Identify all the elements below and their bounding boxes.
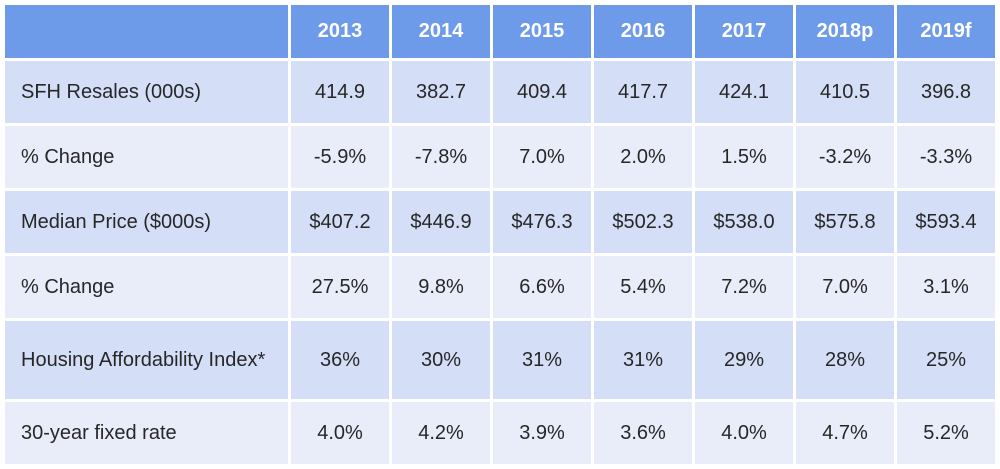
year-header: 2015 — [493, 5, 591, 58]
cell-value: 4.2% — [392, 402, 490, 464]
cell-value: $446.9 — [392, 191, 490, 253]
row-label: Housing Affordability Index* — [5, 321, 288, 399]
cell-value: -3.3% — [897, 126, 995, 188]
year-header: 2016 — [594, 5, 692, 58]
cell-value: 414.9 — [291, 61, 389, 123]
cell-value: 5.2% — [897, 402, 995, 464]
year-header: 2017 — [695, 5, 793, 58]
cell-value: -3.2% — [796, 126, 894, 188]
cell-value: 5.4% — [594, 256, 692, 318]
cell-value: -5.9% — [291, 126, 389, 188]
cell-value: 7.2% — [695, 256, 793, 318]
cell-value: 424.1 — [695, 61, 793, 123]
cell-value: 409.4 — [493, 61, 591, 123]
cell-value: 31% — [594, 321, 692, 399]
cell-value: 417.7 — [594, 61, 692, 123]
cell-value: 29% — [695, 321, 793, 399]
cell-value: 27.5% — [291, 256, 389, 318]
cell-value: $407.2 — [291, 191, 389, 253]
table-row: Housing Affordability Index* 36% 30% 31% 31%… — [5, 321, 995, 399]
cell-value: -7.8% — [392, 126, 490, 188]
cell-value: 4.0% — [291, 402, 389, 464]
row-label: % Change — [5, 126, 288, 188]
cell-value: 396.8 — [897, 61, 995, 123]
cell-value: $575.8 — [796, 191, 894, 253]
cell-value: 28% — [796, 321, 894, 399]
cell-value: 3.6% — [594, 402, 692, 464]
cell-value: $538.0 — [695, 191, 793, 253]
year-header: 2014 — [392, 5, 490, 58]
year-header: 2013 — [291, 5, 389, 58]
cell-value: 382.7 — [392, 61, 490, 123]
row-label: % Change — [5, 256, 288, 318]
header-row: 2013 2014 2015 2016 2017 2018p 2019f — [5, 5, 995, 58]
table-row: 30-year fixed rate 4.0% 4.2% 3.9% 3.6% 4.0% 4.… — [5, 402, 995, 464]
year-header: 2019f — [897, 5, 995, 58]
cell-value: 7.0% — [796, 256, 894, 318]
cell-value: 410.5 — [796, 61, 894, 123]
table-row: % Change 27.5% 9.8% 6.6% 5.4% 7.2% 7.0% 3.1% — [5, 256, 995, 318]
row-label: 30-year fixed rate — [5, 402, 288, 464]
cell-value: 25% — [897, 321, 995, 399]
cell-value: $502.3 — [594, 191, 692, 253]
cell-value: $593.4 — [897, 191, 995, 253]
year-header: 2018p — [796, 5, 894, 58]
cell-value: 1.5% — [695, 126, 793, 188]
row-label: SFH Resales (000s) — [5, 61, 288, 123]
row-label: Median Price ($000s) — [5, 191, 288, 253]
table-row: SFH Resales (000s) 414.9 382.7 409.4 417.7 42… — [5, 61, 995, 123]
cell-value: 7.0% — [493, 126, 591, 188]
table-row: % Change -5.9% -7.8% 7.0% 2.0% 1.5% -3.2% -3.3% — [5, 126, 995, 188]
cell-value: 6.6% — [493, 256, 591, 318]
corner-cell — [5, 5, 288, 58]
cell-value: 36% — [291, 321, 389, 399]
cell-value: 2.0% — [594, 126, 692, 188]
table-body: SFH Resales (000s) 414.9 382.7 409.4 417.7 42… — [5, 61, 995, 464]
cell-value: 3.1% — [897, 256, 995, 318]
cell-value: 4.0% — [695, 402, 793, 464]
cell-value: 30% — [392, 321, 490, 399]
cell-value: 31% — [493, 321, 591, 399]
cell-value: 9.8% — [392, 256, 490, 318]
table-row: Median Price ($000s) $407.2 $446.9 $476.3 $5… — [5, 191, 995, 253]
cell-value: 4.7% — [796, 402, 894, 464]
cell-value: $476.3 — [493, 191, 591, 253]
cell-value: 3.9% — [493, 402, 591, 464]
